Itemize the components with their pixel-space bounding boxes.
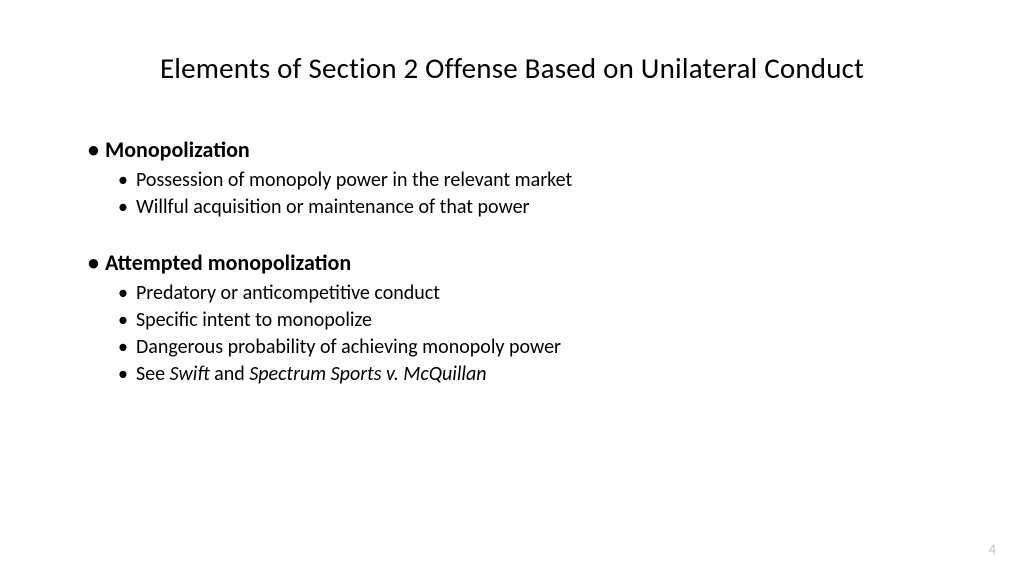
section-header-text: Monopolization (105, 136, 250, 163)
bullet-icon: • (118, 283, 128, 303)
sub-list: • Possession of monopoly power in the re… (88, 167, 954, 221)
bullet-icon: • (118, 364, 128, 384)
list-item-text: Dangerous probability of achieving monop… (136, 334, 561, 361)
text-italic: Swift (170, 362, 210, 386)
bullet-icon: • (118, 337, 128, 357)
list-item: • Predatory or anticompetitive conduct (118, 280, 954, 307)
text-italic: Spectrum Sports v. McQuillan (249, 362, 486, 386)
slide-title: Elements of Section 2 Offense Based on U… (70, 50, 954, 86)
bullet-icon: • (88, 139, 99, 161)
section-header-text: Attempted monopolization (105, 249, 351, 276)
bullet-icon: • (88, 252, 99, 274)
section-header: • Monopolization (88, 136, 954, 163)
list-item-text: Possession of monopoly power in the rele… (136, 167, 572, 194)
text-prefix: See (136, 362, 170, 386)
sub-list: • Predatory or anticompetitive conduct •… (88, 280, 954, 388)
list-item-text: Specific intent to monopolize (136, 307, 372, 334)
list-item-text: Predatory or anticompetitive conduct (136, 280, 440, 307)
section-monopolization: • Monopolization • Possession of monopol… (88, 136, 954, 221)
list-item: • Specific intent to monopolize (118, 307, 954, 334)
section-attempted-monopolization: • Attempted monopolization • Predatory o… (88, 249, 954, 388)
section-header: • Attempted monopolization (88, 249, 954, 276)
text-mid: and (210, 362, 250, 386)
slide-content: • Monopolization • Possession of monopol… (70, 136, 954, 388)
list-item: • Willful acquisition or maintenance of … (118, 194, 954, 221)
list-item: • Possession of monopoly power in the re… (118, 167, 954, 194)
list-item-text: Willful acquisition or maintenance of th… (136, 194, 530, 221)
slide-container: Elements of Section 2 Offense Based on U… (0, 0, 1024, 576)
bullet-icon: • (118, 197, 128, 217)
bullet-icon: • (118, 310, 128, 330)
page-number: 4 (989, 541, 996, 558)
list-item-text-mixed: See Swift and Spectrum Sports v. McQuill… (136, 361, 487, 388)
list-item: • See Swift and Spectrum Sports v. McQui… (118, 361, 954, 388)
list-item: • Dangerous probability of achieving mon… (118, 334, 954, 361)
bullet-icon: • (118, 170, 128, 190)
